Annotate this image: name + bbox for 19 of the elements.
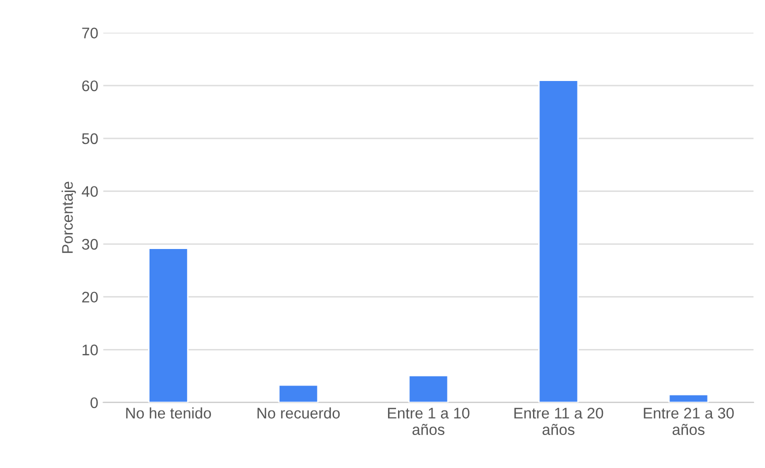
x-tick-label: Entre 21 a 30 años (644, 408, 734, 436)
y-axis-title: Porcentaje (62, 182, 76, 253)
y-tick-label: 20 (82, 292, 98, 303)
bar (278, 384, 319, 402)
y-tick-label: 10 (82, 344, 98, 356)
x-tick-label: Entre 11 a 20 años (514, 408, 604, 436)
x-tick-label: Entre 1 a 10 años (388, 408, 470, 436)
bar (538, 80, 579, 402)
bar (408, 374, 449, 402)
y-tick-label: 50 (82, 133, 98, 144)
y-tick-label: 60 (82, 80, 98, 92)
y-tick-label: 0 (90, 397, 98, 408)
y-tick-label: 70 (82, 28, 98, 38)
x-tick-label: No he tenido (126, 407, 211, 419)
y-tick-label: 40 (82, 186, 98, 197)
y-tick-label: 30 (82, 238, 98, 250)
bar (668, 394, 709, 402)
x-tick-label: No recuerdo (258, 407, 340, 419)
bar (148, 248, 189, 402)
